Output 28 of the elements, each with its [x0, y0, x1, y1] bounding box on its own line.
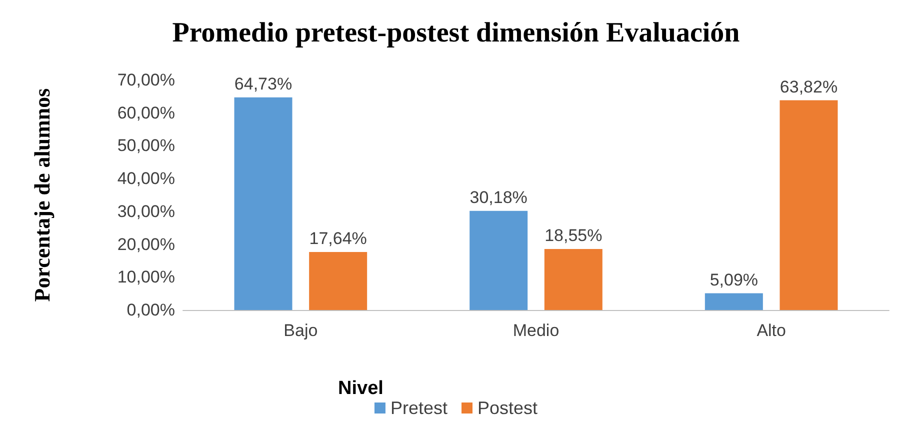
bar — [704, 293, 763, 310]
bar — [470, 210, 528, 310]
x-axis-title: Nivel — [338, 378, 384, 399]
legend-label: Pretest — [390, 398, 448, 418]
data-label: 64,73% — [234, 74, 292, 94]
bar — [780, 100, 838, 310]
data-label: 5,09% — [710, 270, 758, 290]
bar — [309, 252, 368, 310]
x-tick-label: Medio — [512, 321, 560, 340]
x-tick-label: Bajo — [284, 321, 318, 340]
y-tick-label: 30,00% — [117, 202, 175, 221]
data-label: 30,18% — [470, 188, 528, 207]
data-label: 17,64% — [309, 229, 367, 248]
y-tick-label: 50,00% — [117, 136, 175, 156]
y-axis-title: Porcentaje de alumnos — [30, 88, 54, 302]
y-tick-label: 10,00% — [117, 268, 175, 287]
x-tick-label: Alto — [756, 321, 786, 340]
legend-label: Postest — [477, 398, 538, 418]
y-tick-label: 60,00% — [117, 103, 175, 122]
y-tick-label: 0,00% — [126, 300, 175, 320]
data-label: 63,82% — [780, 77, 838, 96]
data-label: 18,55% — [544, 226, 602, 246]
y-tick-label: 20,00% — [117, 234, 175, 254]
bar — [234, 97, 292, 310]
y-tick-label: 70,00% — [117, 70, 175, 90]
chart-title: Promedio pretest-postest dimensión Evaluación — [172, 18, 740, 48]
bar — [544, 249, 602, 310]
y-tick-label: 40,00% — [117, 169, 175, 188]
